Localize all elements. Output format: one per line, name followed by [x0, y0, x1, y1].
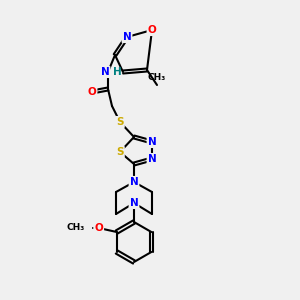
Text: N: N [100, 67, 109, 77]
Text: CH₃: CH₃ [66, 224, 85, 232]
Text: O: O [94, 223, 103, 233]
Text: S: S [116, 117, 124, 127]
Text: CH₃: CH₃ [148, 73, 166, 82]
Text: S: S [116, 147, 124, 157]
Text: N: N [148, 154, 156, 164]
Text: N: N [148, 137, 156, 147]
Text: O: O [88, 87, 96, 97]
Text: O: O [148, 25, 156, 35]
Text: N: N [123, 32, 131, 42]
Text: N: N [130, 198, 138, 208]
Text: H: H [113, 67, 122, 77]
Text: N: N [130, 177, 138, 187]
